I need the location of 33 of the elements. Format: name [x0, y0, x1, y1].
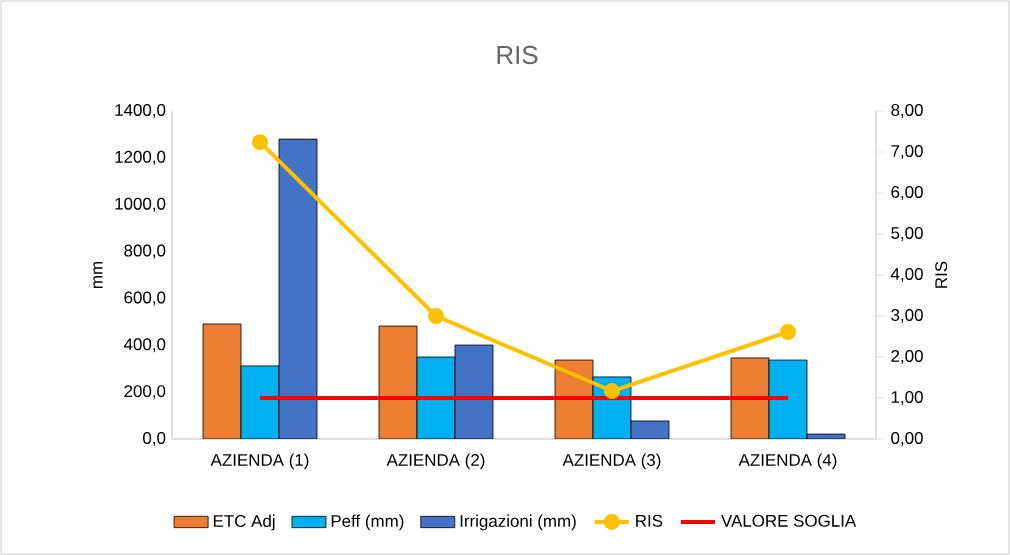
y-axis-title: mm	[93, 262, 103, 288]
x-tick-label: AZIENDA (1)	[210, 453, 309, 470]
x-tick-label: AZIENDA (3)	[562, 453, 661, 470]
y2-tick-label: 8,00	[891, 104, 923, 118]
x-tick-label: AZIENDA (2)	[386, 453, 485, 470]
y2-tick-label: 2,00	[891, 350, 923, 364]
legend-label: Peff (mm)	[331, 514, 404, 531]
point	[252, 134, 268, 151]
point	[428, 308, 444, 324]
point	[780, 324, 796, 340]
chart-title: RIS	[497, 45, 538, 65]
legend-label: VALORE SOGLIA	[721, 514, 857, 527]
y2-tick-label: 4,00	[890, 268, 923, 282]
y2-tick-label: 7,00	[891, 145, 923, 159]
y-tick-label: 400,0	[123, 338, 166, 353]
y2-tick-label: 3,00	[891, 309, 923, 323]
y2-axis-title: RIS	[935, 261, 948, 288]
y2-tick-label: 5,00	[891, 227, 923, 241]
y-tick-label: 1000,0	[115, 197, 166, 212]
point	[604, 383, 620, 400]
legend-label: Irrigazioni (mm)	[460, 514, 576, 531]
y-tick-label: 1200,0	[115, 150, 166, 165]
y2-tick-label: 0,00	[891, 432, 923, 446]
x-tick-label: AZIENDA (4)	[738, 453, 837, 470]
y-tick-label: 200,0	[124, 385, 166, 400]
legend-label: ETC Adj	[213, 514, 275, 531]
y-tick-label: 800,0	[124, 244, 166, 259]
y-tick-label: 0,0	[143, 432, 166, 446]
y-tick-label: 600,0	[124, 291, 166, 306]
legend-label: RIS	[636, 514, 663, 527]
y-tick-label: 1400,0	[115, 104, 166, 118]
y2-tick-label: 6,00	[891, 186, 923, 200]
y2-tick-label: 1,00	[891, 391, 923, 405]
